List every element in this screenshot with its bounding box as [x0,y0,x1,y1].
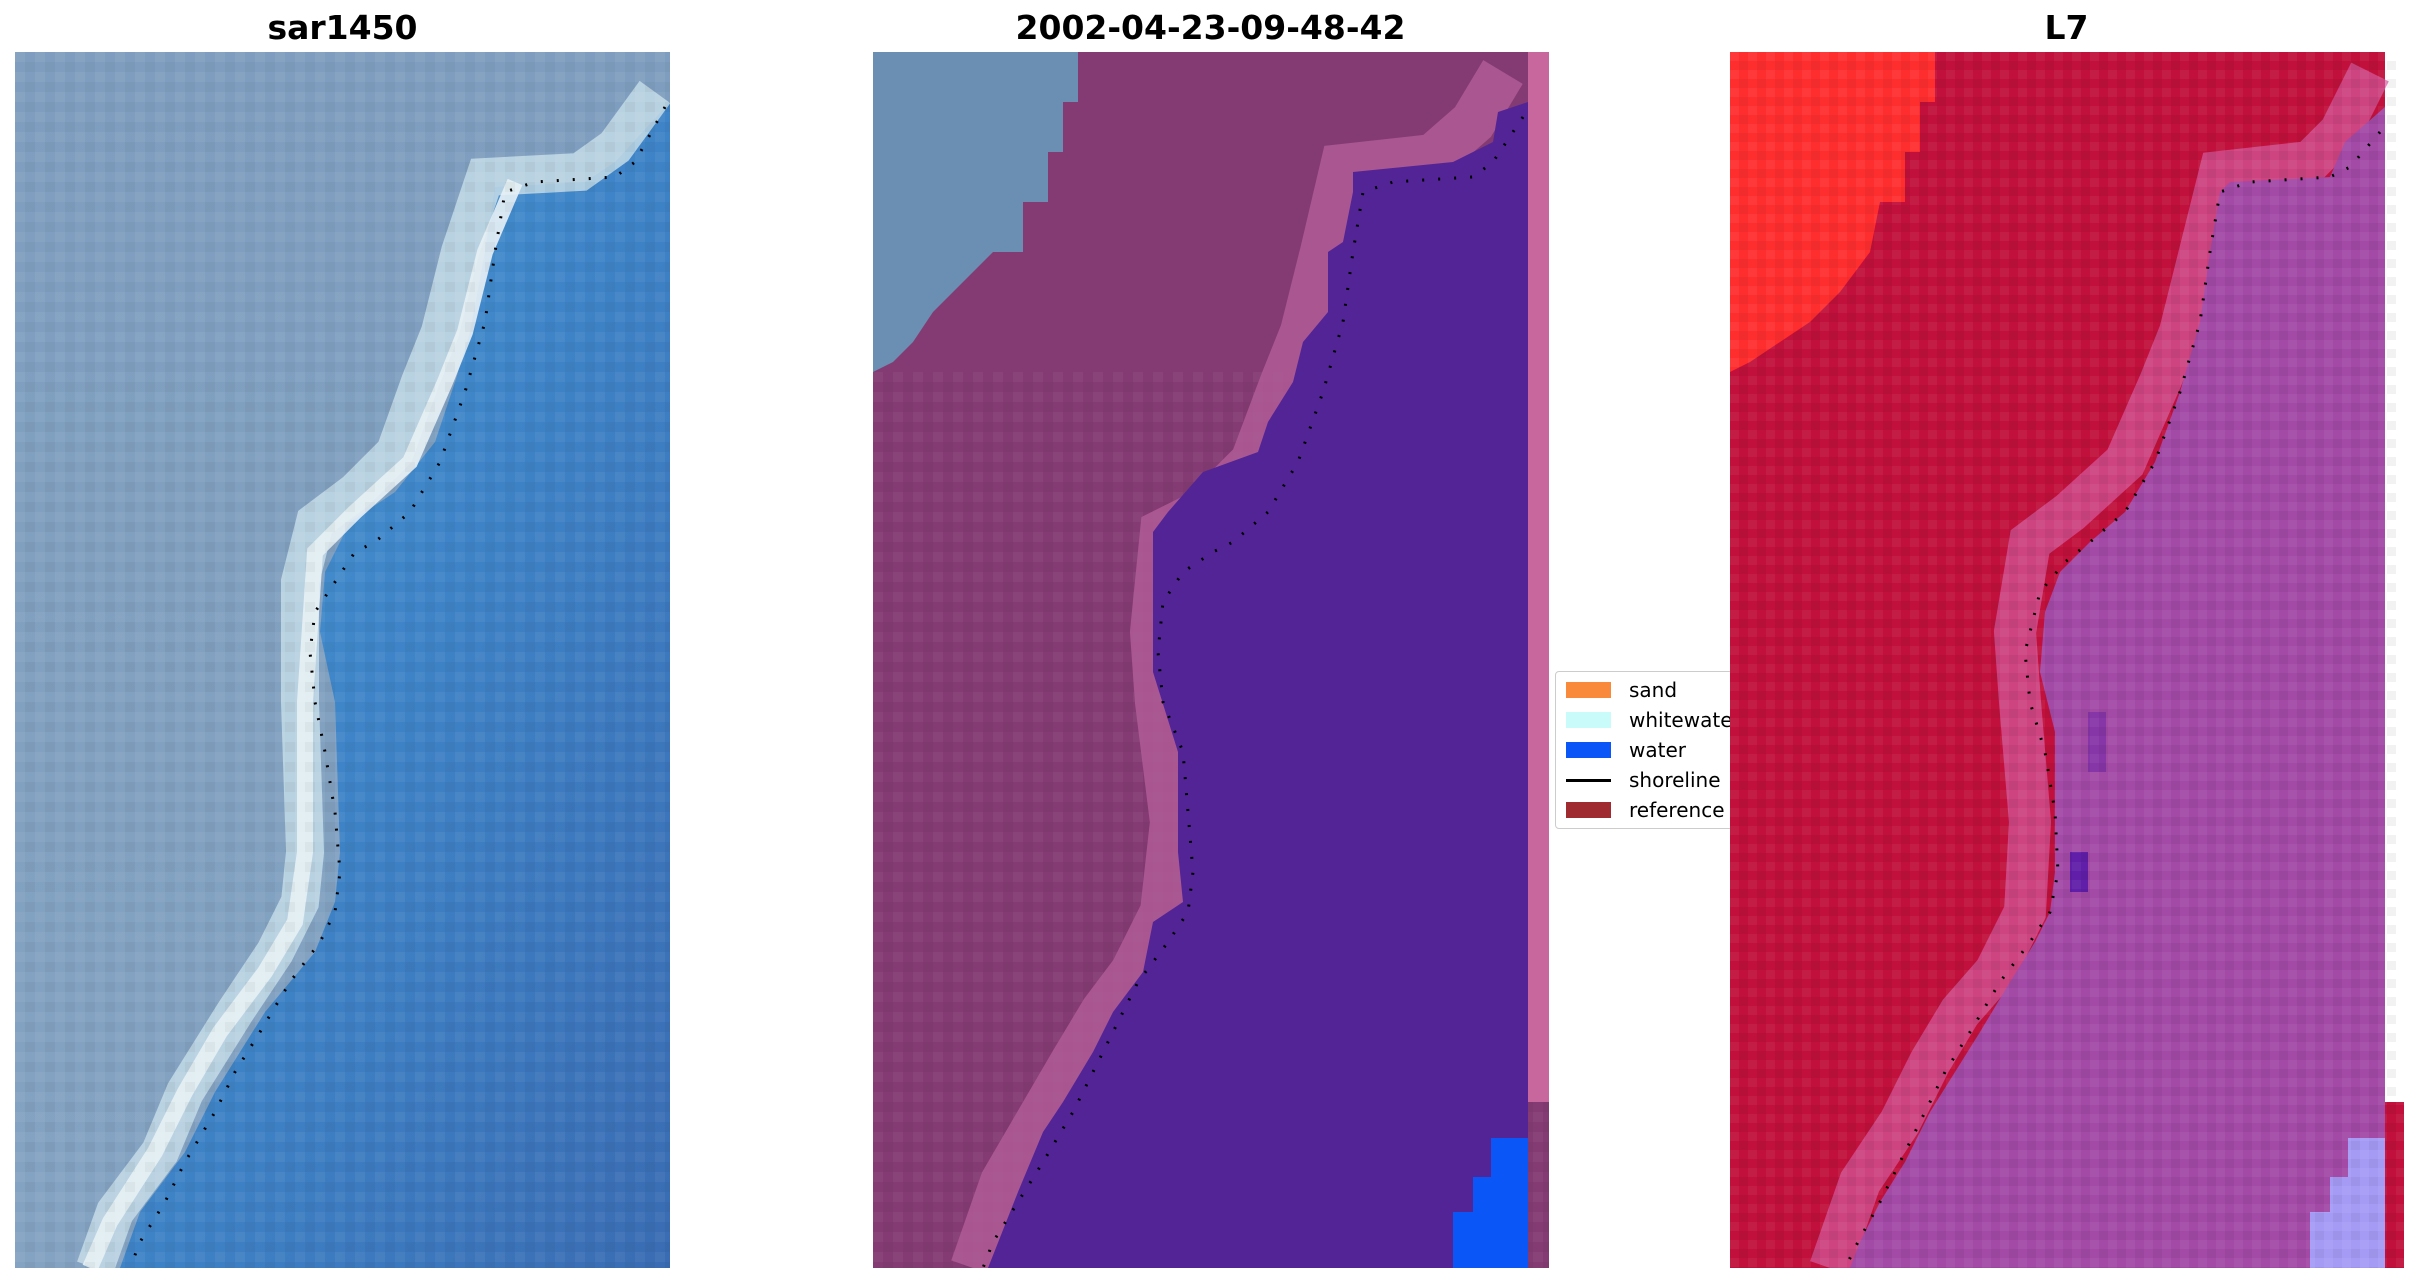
shoreline-swatch [1566,778,1611,782]
panel-title-l7: L7 [2044,8,2089,47]
rgb-image [15,52,670,1268]
unclassified-corner [873,52,1078,372]
legend-item-shoreline: shoreline [1566,768,1721,792]
water-swatch [1566,742,1611,758]
legend-label-sand: sand [1629,678,1678,702]
l7-image [1730,52,2404,1268]
legend-label-water: water [1629,738,1686,762]
water-edge-blue [1453,1138,1528,1268]
legend-label-whitewater: whitewater [1629,708,1735,732]
edge-strip [1528,52,1549,1102]
legend-item-whitewater: whitewater [1566,708,1735,732]
legend-item-reference: reference [1566,798,1725,822]
classified-image [873,52,1549,1268]
reference-swatch [1566,802,1611,818]
shoreline-line-2 [981,116,1525,1268]
classified-image-panel [873,52,1549,1268]
legend-item-sand: sand [1566,678,1677,702]
panel-title-classified: 2002-04-23-09-48-42 [1015,8,1406,47]
rgb-image-panel [15,52,670,1268]
legend-item-water: water [1566,738,1686,762]
sand-swatch [1566,682,1611,698]
l7-image-panel [1730,52,2404,1268]
legend: sand whitewater water shoreline referenc… [1555,671,1735,829]
whitewater-swatch [1566,712,1611,728]
legend-label-reference: reference [1629,798,1725,822]
water-class [988,102,1528,1268]
shoreline-line-3 [1843,131,2382,1268]
legend-label-shoreline: shoreline [1629,768,1721,792]
panel-title-rgb: sar1450 [267,8,418,47]
